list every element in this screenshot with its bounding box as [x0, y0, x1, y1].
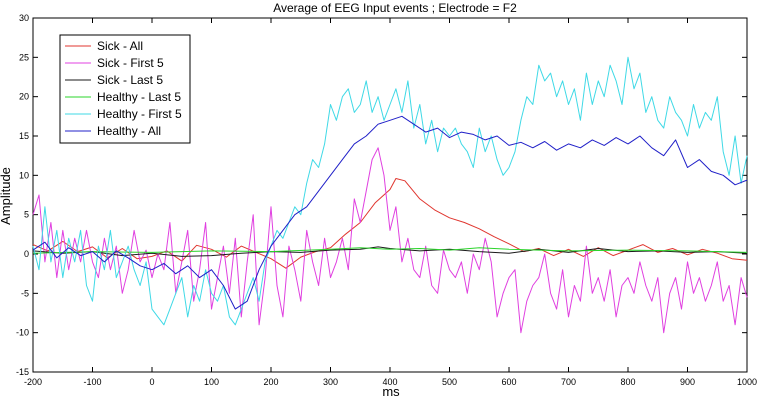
legend-label: Healthy - All [97, 124, 161, 138]
x-tick-label: -200 [24, 377, 42, 387]
y-tick-label: -10 [16, 328, 29, 338]
x-tick-label: 600 [501, 377, 516, 387]
x-tick-label: 900 [680, 377, 695, 387]
x-tick-label: 0 [149, 377, 154, 387]
y-tick-label: 10 [19, 170, 29, 180]
x-tick-label: 800 [620, 377, 635, 387]
y-tick-label: -15 [16, 367, 29, 377]
legend-label: Healthy - Last 5 [97, 90, 181, 104]
y-tick-label: 0 [24, 249, 29, 259]
x-tick-label: 300 [323, 377, 338, 387]
y-axis-ticks: -15 -10 -5 0 5 10 15 20 25 30 [16, 13, 747, 377]
x-tick-label: 700 [561, 377, 576, 387]
y-tick-label: 25 [19, 52, 29, 62]
x-axis-label: ms [382, 384, 400, 399]
x-axis-ticks: -200 -100 0 100 200 300 400 500 600 700 800 900 1000 [24, 18, 757, 387]
y-axis-label: Amplitude [0, 167, 13, 225]
x-tick-label: 200 [263, 377, 278, 387]
plot-area: -200 -100 0 100 200 300 400 500 600 700 800 900 1000… [16, 13, 757, 387]
y-tick-label: 30 [19, 13, 29, 23]
series-line-healthy-all [32, 115, 748, 310]
legend: Sick - All Sick - First 5 Sick - Last 5 Hea… [59, 34, 191, 144]
series-line-healthy-first-5 [32, 56, 748, 326]
y-tick-label: -5 [21, 288, 29, 298]
legend-box [59, 34, 191, 144]
x-tick-label: 1000 [737, 377, 757, 387]
series-line-sick-last-5 [32, 246, 748, 257]
y-tick-label: 15 [19, 131, 29, 141]
x-tick-label: 500 [442, 377, 457, 387]
series-line-healthy-last-5 [32, 247, 748, 254]
legend-label: Healthy - First 5 [97, 107, 182, 121]
x-tick-label: -100 [83, 377, 101, 387]
y-tick-label: 20 [19, 92, 29, 102]
y-tick-label: 5 [24, 210, 29, 220]
series-line-sick-first-5 [32, 147, 748, 334]
x-tick-label: 400 [382, 377, 397, 387]
legend-label: Sick - First 5 [97, 56, 164, 70]
legend-label: Sick - All [97, 39, 143, 53]
chart-title: Average of EEG Input events ; Electrode … [273, 1, 517, 15]
x-tick-label: 100 [204, 377, 219, 387]
series-lines [32, 56, 748, 334]
legend-label: Sick - Last 5 [97, 73, 163, 87]
